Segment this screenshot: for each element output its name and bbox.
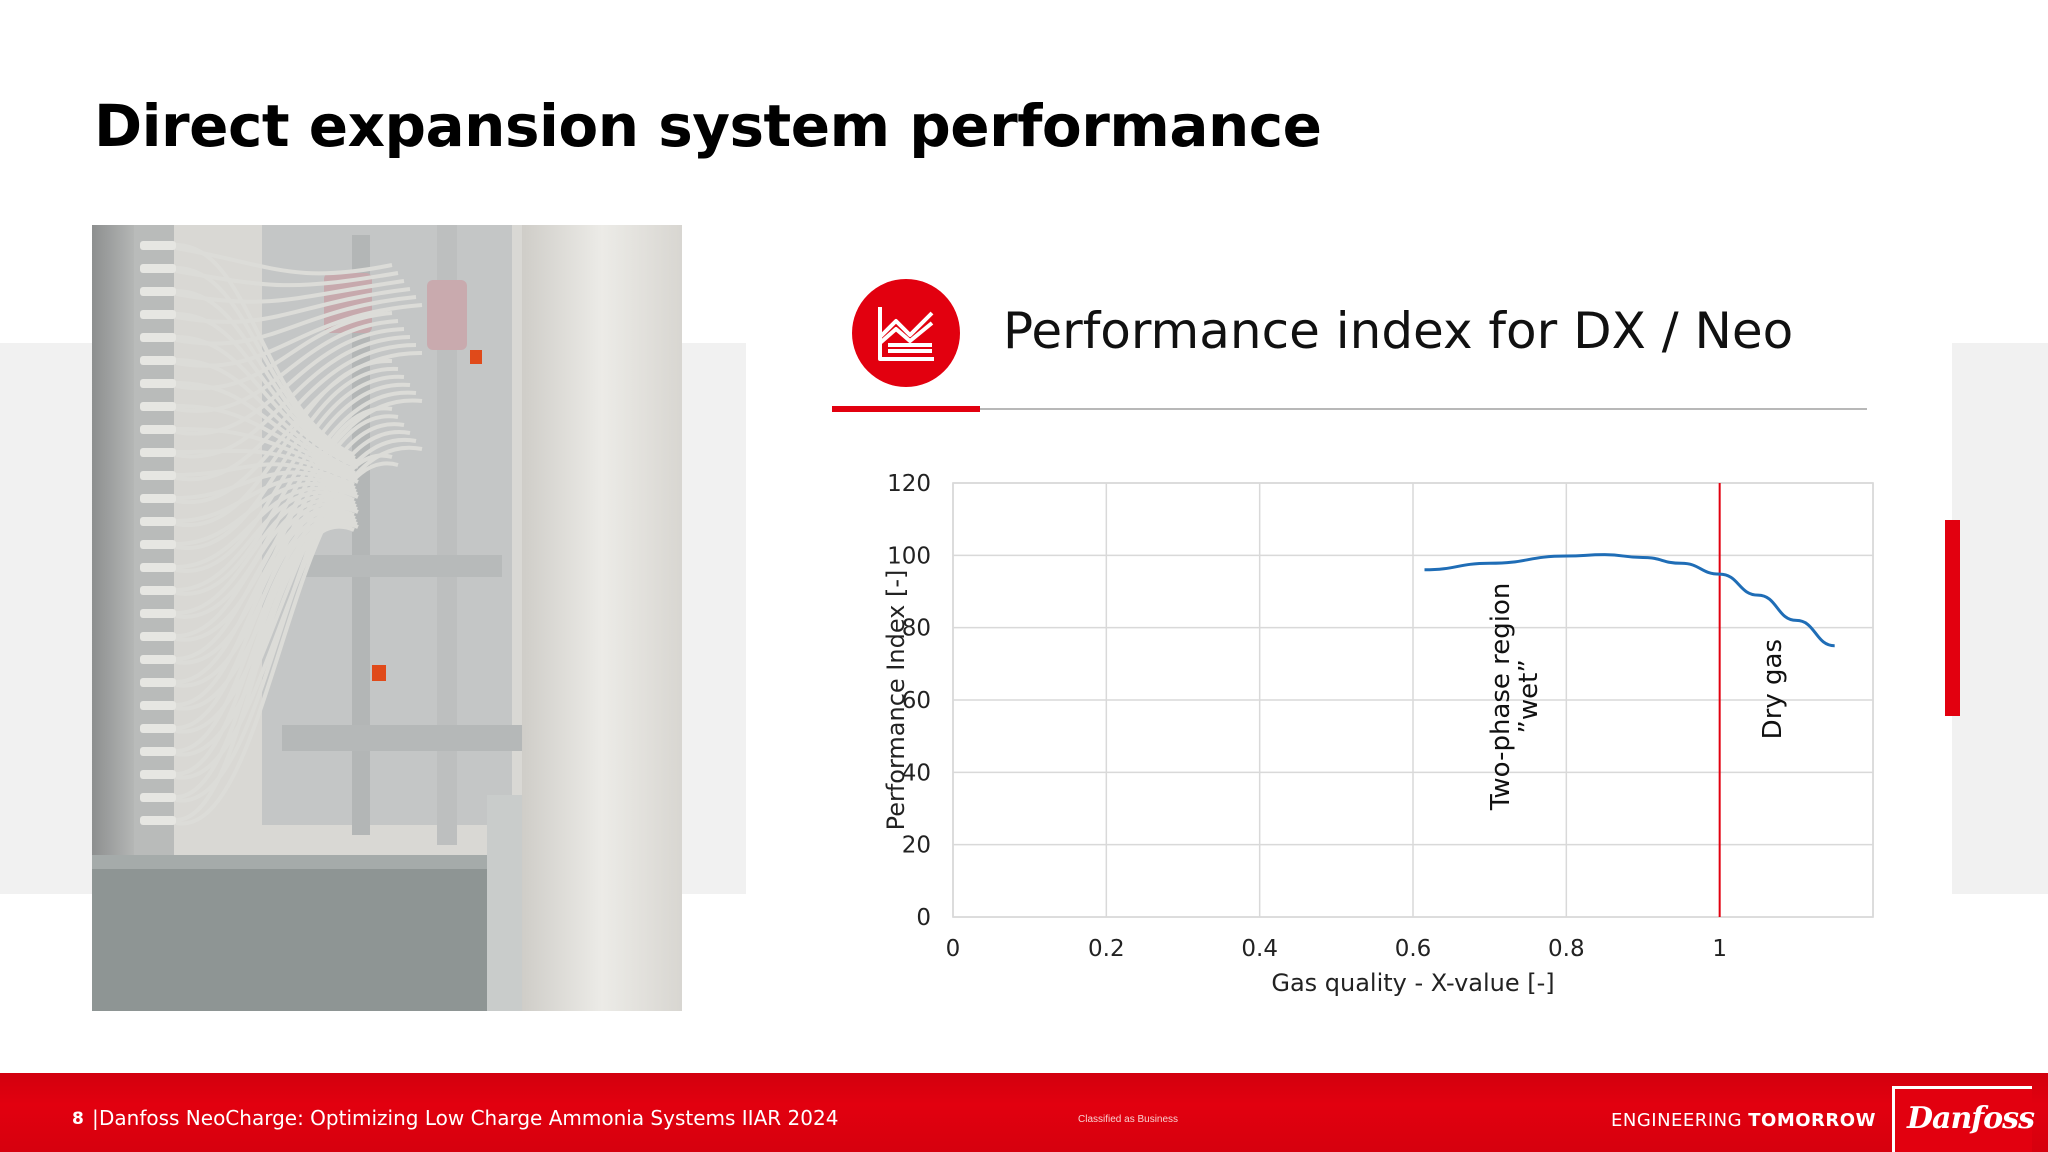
distributor-stub [140, 770, 176, 779]
heading-divider [832, 408, 1867, 410]
performance-series-line [1424, 553, 1835, 648]
distributor-stub [140, 609, 176, 618]
distributor-stub [140, 287, 176, 296]
distributor-stub [140, 632, 176, 641]
capillary-tube [175, 406, 393, 665]
capillary-tube [175, 311, 393, 391]
distributor-stub [140, 310, 176, 319]
footer-tagline: ENGINEERING TOMORROW [1611, 1110, 1876, 1131]
capillary-tube [175, 461, 399, 826]
capillary-tube [175, 279, 405, 304]
distributor-stub [140, 586, 176, 595]
red-accent-bar [1945, 520, 1960, 716]
capillary-tube [175, 437, 417, 757]
performance-chart: 0 20 40 60 80 100 120 0 0.2 0.4 0.6 0.8 1 Gas quality… [840, 440, 1900, 1010]
distributor-stub [140, 517, 176, 526]
capillary-tube [175, 448, 359, 484]
background-band-right [1952, 343, 2048, 894]
footer-bar [0, 1073, 2048, 1152]
x-axis-label: Gas quality - X-value [-] [1271, 969, 1554, 997]
capillary-tube [175, 295, 417, 346]
annotation-label: Two-phase region”wet” [1486, 583, 1544, 812]
capillary-tube [175, 481, 358, 546]
distributor-stub [140, 540, 176, 549]
distributor-stub [140, 425, 176, 434]
capillary-tube [175, 303, 423, 368]
distributor-stub [140, 701, 176, 710]
distributor-stub [140, 655, 176, 664]
y-tick-label: 0 [916, 905, 931, 931]
capillary-tube [175, 287, 411, 324]
capillary-tube [175, 366, 399, 550]
distributor-stub [140, 563, 176, 572]
distributor-stub [140, 356, 176, 365]
capillary-tube [175, 327, 405, 436]
y-tick-label: 40 [902, 760, 931, 786]
distributor-stub [140, 333, 176, 342]
x-tick-label: 1 [1712, 936, 1727, 962]
distributor-stub [140, 471, 176, 480]
x-tick-label: 0.4 [1241, 936, 1278, 962]
distributor-stub [140, 379, 176, 388]
y-tick-label: 120 [887, 471, 931, 497]
capillary-tube [175, 490, 355, 592]
distributor-stub [140, 264, 176, 273]
tagline-light: ENGINEERING [1611, 1110, 1749, 1131]
y-tick-label: 60 [902, 688, 931, 714]
footer-separator: | [92, 1106, 99, 1130]
heading-divider-accent [832, 406, 980, 412]
distributor-stub [140, 678, 176, 687]
capillary-tube [175, 335, 411, 459]
capillary-tube [175, 358, 393, 528]
annotation-line: ”wet” [1514, 659, 1544, 733]
danfoss-logo[interactable]: Danfoss [1892, 1086, 2035, 1152]
distributor-stub [140, 724, 176, 733]
page-number: 8 [72, 1109, 84, 1129]
annotation-label: Dry gas [1758, 639, 1788, 739]
capillary-tube [175, 246, 393, 276]
capillary-tube [175, 390, 417, 619]
distributor-stub [140, 494, 176, 503]
distributor-stub [140, 793, 176, 802]
footer-title: Danfoss NeoCharge: Optimizing Low Charge… [99, 1106, 839, 1130]
logo-wordmark: Danfoss [1907, 1101, 2035, 1136]
chart-heading: Performance index for DX / Neo [1003, 302, 1794, 360]
capillary-tube [175, 269, 399, 288]
capillary-tube [175, 427, 358, 481]
capillary-tube [175, 453, 393, 803]
slide-title: Direct expansion system performance [94, 92, 1322, 160]
x-tick-label: 0.8 [1548, 936, 1585, 962]
capillary-tube [175, 374, 405, 573]
y-axis-label: Performance Index [-] [882, 570, 910, 831]
annotation-line: Two-phase region [1486, 583, 1516, 812]
distributor-stub [140, 241, 176, 250]
tagline-bold: TOMORROW [1748, 1110, 1876, 1131]
distributor-stub [140, 402, 176, 411]
evaporator-photo [92, 225, 682, 1011]
x-tick-label: 0.2 [1088, 936, 1125, 962]
capillary-tube [175, 497, 357, 638]
capillary-tube [175, 319, 399, 413]
area-chart-icon [852, 279, 960, 387]
annotation-line: Dry gas [1758, 639, 1788, 739]
distributor-stub [140, 816, 176, 825]
capillary-tube [175, 343, 417, 482]
y-tick-label: 80 [902, 616, 931, 642]
classification-label: Classified as Business [1078, 1114, 1179, 1125]
distributor-stub [140, 747, 176, 756]
y-tick-label: 20 [902, 833, 931, 859]
capillary-tube [175, 501, 358, 661]
capillary-tube [175, 382, 411, 596]
x-tick-label: 0 [946, 936, 961, 962]
x-tick-label: 0.6 [1395, 936, 1432, 962]
distributor-stub [140, 448, 176, 457]
y-tick-label: 100 [887, 543, 931, 569]
